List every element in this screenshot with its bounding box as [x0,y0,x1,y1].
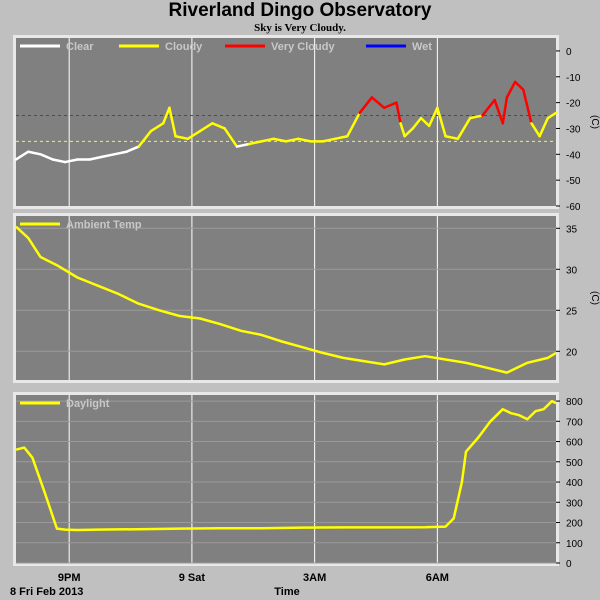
sky-series-segment [186,129,202,141]
sky-series-segment [211,122,226,130]
sky-series-segment [403,127,415,138]
y-tick-label: 0 [566,47,572,58]
sky-series-segment [198,122,214,133]
sky-series-segment [137,129,153,148]
y-tick-label: -40 [566,150,581,161]
sky-series-segment [530,122,541,138]
legend-entry: Clear [66,41,94,53]
y-tick-label: 800 [566,397,583,408]
x-date-label: 8 Fri Feb 2013 [10,586,83,598]
sky-series-segment [272,137,288,143]
y-tick-label: 0 [566,559,572,570]
x-tick-label: 9PM [58,572,81,584]
sky-series-segment [321,137,337,143]
sky-series-segment [546,111,558,120]
y-tick-label: 20 [566,347,578,358]
y-tick-label: 25 [566,306,578,317]
sky-series-segment [51,158,67,164]
legend-entry: Wet [412,41,432,53]
sky-series-segment [149,122,165,133]
sky-series-segment [427,106,439,128]
y-tick-label: -30 [566,124,581,135]
x-tick-label: 3AM [303,572,326,584]
y-tick-label: 600 [566,438,583,449]
y-tick-label: 200 [566,519,583,530]
y-axis-label: (C) [589,291,600,305]
sky-series-segment [168,106,177,138]
legend-entry: Daylight [66,398,110,410]
y-tick-label: 100 [566,539,583,550]
y-tick-label: 400 [566,478,583,489]
sky-series-segment [411,116,423,130]
sky-series-segment [112,150,128,156]
x-axis-label: Time [274,586,299,598]
sky-series-segment [419,116,431,128]
legend-entry: Cloudy [165,41,203,53]
legend-entry: Ambient Temp [66,219,142,231]
sky-series-segment [27,150,42,156]
y-tick-label: 30 [566,265,578,276]
sky-series-segment [346,111,361,138]
sky-series-segment [14,150,30,161]
sky-series-segment [395,101,402,125]
sky-series-segment [501,96,509,125]
sky-series-segment [468,114,484,120]
chart-title: Riverland Dingo Observatory [168,0,432,21]
sky-series-segment [399,122,406,138]
sky-series-segment [382,101,398,110]
plot-area [16,216,556,380]
ambient-temp-line [15,225,557,374]
sky-series-segment [260,137,275,143]
sky-series-segment [538,116,550,138]
y-axis-label: (C) [589,115,600,129]
legend-entry: Very Cloudy [271,41,335,53]
chart-subtitle: Sky is Very Cloudy. [254,22,346,34]
plot-area [16,395,556,563]
sky-series-segment [505,80,517,99]
sky-series-segment [247,140,263,146]
y-tick-label: -20 [566,99,581,110]
sky-series-segment [333,134,349,141]
y-tick-label: 700 [566,417,583,428]
y-tick-label: 500 [566,458,583,469]
x-tick-label: 9 Sat [179,572,206,584]
y-tick-label: -60 [566,202,581,213]
sky-series-segment [88,155,104,161]
daylight-line [15,399,557,532]
sky-series-segment [284,137,300,143]
sky-series-segment [39,153,55,161]
sky-series-segment [456,116,472,141]
sky-series-segment [174,134,190,141]
sky-series-segment [100,153,116,159]
sky-series-segment [481,98,496,117]
y-tick-label: 300 [566,498,583,509]
sky-series-segment [162,106,171,125]
y-tick-label: -10 [566,73,581,84]
sky-series-segment [436,106,447,138]
sky-series-segment [522,88,533,125]
sky-series-segment [444,134,460,141]
y-tick-label: 35 [566,224,578,235]
sky-series-segment [370,96,386,110]
sky-series-segment [235,142,251,148]
sky-series-segment [513,80,525,91]
plot-area [16,38,556,206]
y-tick-label: -50 [566,176,581,187]
sky-series-segment [125,145,140,153]
sky-series-segment [63,158,79,164]
x-tick-label: 6AM [426,572,449,584]
sky-series-segment [223,127,239,148]
sky-series-segment [297,137,312,143]
sky-series-segment [358,96,374,115]
sky-series-segment [493,98,505,125]
